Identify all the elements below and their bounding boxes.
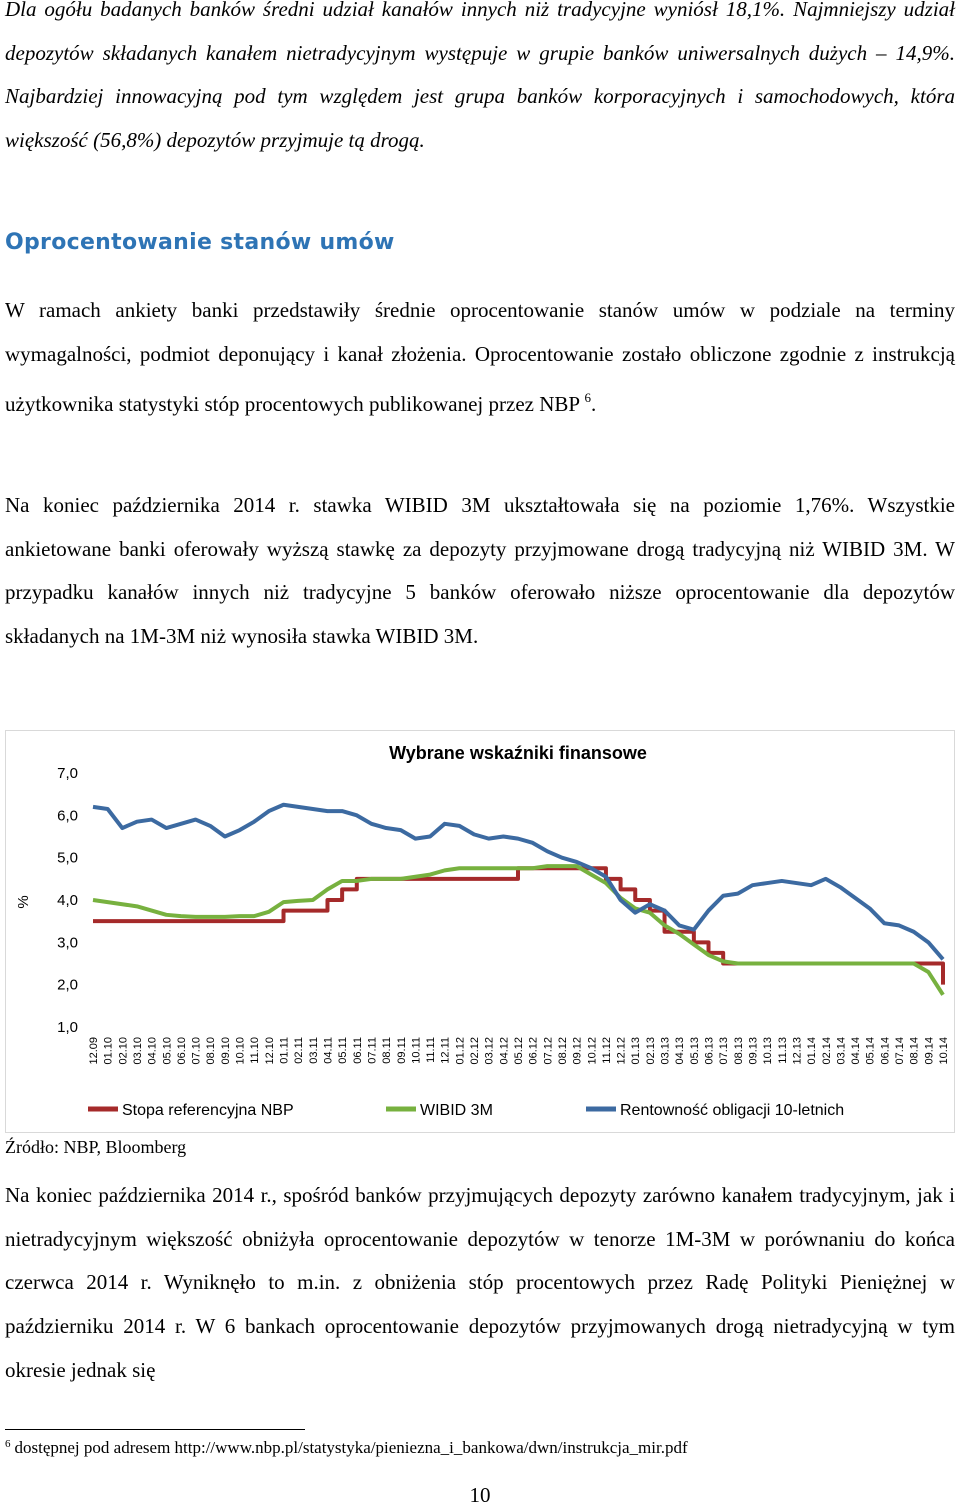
x-tick-label: 05.12 — [513, 1037, 525, 1065]
x-tick-label: 08.14 — [909, 1037, 921, 1065]
series-lines — [92, 802, 945, 996]
paragraph-survey-method-end: . — [591, 392, 597, 417]
y-axis-ticks: 7,0 6,0 5,0 4,0 3,0 2,0 1,0 — [57, 765, 78, 1036]
x-tick-label: 07.14 — [894, 1037, 906, 1065]
footnote-text[interactable]: dostępnej pod adresem http://www.nbp.pl/… — [14, 1438, 688, 1457]
x-tick-label: 06.10 — [176, 1037, 188, 1065]
paragraph-survey-method-text: W ramach ankiety banki przedstawiły śred… — [5, 298, 955, 417]
chart-legend: Stopa referencyjna NBP WIBID 3M Rentowność… — [88, 1102, 844, 1119]
financial-indicators-chart: Wybrane wskaźniki finansowe % 7,0 6,0 5,0 4… — [5, 730, 955, 1133]
x-tick-label: 06.12 — [528, 1037, 540, 1065]
x-tick-label: 01.12 — [454, 1037, 466, 1065]
x-tick-label: 08.12 — [557, 1037, 569, 1065]
x-tick-label: 10.12 — [586, 1037, 598, 1065]
x-tick-label: 04.12 — [498, 1037, 510, 1065]
chart-canvas: Wybrane wskaźniki finansowe % 7,0 6,0 5,0 4… — [15, 743, 950, 1119]
x-tick-label: 12.13 — [791, 1037, 803, 1065]
footnote: 6 dostępnej pod adresem http://www.nbp.pl… — [5, 1438, 688, 1458]
x-tick-label: 01.13 — [630, 1037, 642, 1065]
x-tick-label: 09.10 — [220, 1037, 232, 1065]
section-heading: Oprocentowanie stanów umów — [5, 230, 395, 255]
legend-label: Stopa referencyjna NBP — [122, 1102, 294, 1119]
x-tick-label: 10.10 — [235, 1037, 247, 1065]
x-tick-label: 07.10 — [191, 1037, 203, 1065]
page-number: 10 — [469, 1483, 491, 1507]
chart-source: Źródło: NBP, Bloomberg — [5, 1137, 187, 1157]
x-tick-label: 03.14 — [835, 1037, 847, 1065]
x-tick-label: 08.10 — [205, 1037, 217, 1065]
x-tick-label: 01.10 — [103, 1037, 115, 1065]
x-tick-label: 12.10 — [264, 1037, 276, 1065]
x-axis-ticks: 12.09 01.10 02.10 03.10 04.10 05.10 06.10 07.10… — [88, 1037, 950, 1065]
x-tick-label: 03.12 — [484, 1037, 496, 1065]
chart-title: Wybrane wskaźniki finansowe — [389, 743, 647, 763]
x-tick-label: 05.11 — [337, 1037, 349, 1064]
paragraph-channel-share: Dla ogółu badanych banków średni udział … — [5, 0, 955, 153]
x-tick-label: 02.14 — [821, 1037, 833, 1065]
x-tick-label: 07.11 — [366, 1037, 378, 1064]
x-tick-label: 02.12 — [469, 1037, 481, 1065]
y-tick-label: 5,0 — [57, 850, 78, 867]
x-tick-label: 09.12 — [572, 1037, 584, 1065]
paragraph-survey-method: W ramach ankiety banki przedstawiły śred… — [5, 289, 955, 427]
x-tick-label: 11.10 — [249, 1037, 261, 1064]
series-line-3 — [92, 802, 945, 961]
x-tick-label: 03.10 — [132, 1037, 144, 1065]
x-tick-label: 12.11 — [440, 1037, 452, 1064]
x-tick-label: 02.11 — [293, 1037, 305, 1064]
series-line-1 — [93, 866, 945, 985]
x-tick-label: 05.10 — [161, 1037, 173, 1065]
x-tick-label: 06.13 — [704, 1037, 716, 1065]
x-tick-label: 12.09 — [88, 1037, 100, 1065]
footnote-separator — [5, 1429, 305, 1430]
x-tick-label: 04.10 — [147, 1037, 159, 1065]
x-tick-label: 11.12 — [601, 1037, 613, 1064]
x-tick-label: 03.13 — [660, 1037, 672, 1065]
x-tick-label: 11.11 — [425, 1037, 437, 1063]
y-tick-label: 4,0 — [57, 892, 78, 909]
x-tick-label: 11.13 — [777, 1037, 789, 1064]
x-tick-label: 12.12 — [616, 1037, 628, 1065]
x-tick-label: 10.11 — [410, 1037, 422, 1064]
x-tick-label: 06.14 — [879, 1037, 891, 1065]
x-tick-label: 04.14 — [850, 1037, 862, 1065]
x-tick-label: 02.13 — [645, 1037, 657, 1065]
y-tick-label: 1,0 — [57, 1019, 78, 1036]
x-tick-label: 05.14 — [865, 1037, 877, 1065]
x-tick-label: 08.13 — [733, 1037, 745, 1065]
y-axis-label: % — [15, 895, 32, 908]
legend-label: WIBID 3M — [420, 1102, 493, 1119]
x-tick-label: 04.13 — [674, 1037, 686, 1065]
footnote-number: 6 — [5, 1438, 11, 1450]
y-tick-label: 6,0 — [57, 807, 78, 824]
series-line-2 — [92, 864, 945, 996]
paragraph-october-rates: Na koniec października 2014 r., spośród … — [5, 1183, 955, 1382]
x-tick-label: 06.11 — [352, 1037, 364, 1064]
x-tick-label: 09.11 — [396, 1037, 408, 1064]
x-tick-label: 01.14 — [806, 1037, 818, 1065]
y-tick-label: 2,0 — [57, 977, 78, 994]
x-tick-label: 03.11 — [308, 1037, 320, 1064]
legend-label: Rentowność obligacji 10-letnich — [620, 1102, 844, 1119]
y-tick-label: 7,0 — [57, 765, 78, 782]
x-tick-label: 09.13 — [747, 1037, 759, 1065]
x-tick-label: 10.14 — [938, 1037, 950, 1065]
x-tick-label: 07.12 — [542, 1037, 554, 1065]
paragraph-wibid: Na koniec października 2014 r. stawka WI… — [5, 493, 955, 649]
x-tick-label: 09.14 — [923, 1037, 935, 1065]
x-tick-label: 02.10 — [117, 1037, 129, 1065]
y-tick-label: 3,0 — [57, 934, 78, 951]
x-tick-label: 10.13 — [762, 1037, 774, 1065]
x-tick-label: 07.13 — [718, 1037, 730, 1065]
footnote-reference[interactable]: 6 — [584, 390, 592, 406]
x-tick-label: 05.13 — [689, 1037, 701, 1065]
x-tick-label: 01.11 — [279, 1037, 291, 1064]
x-tick-label: 04.11 — [322, 1037, 334, 1064]
x-tick-label: 08.11 — [381, 1037, 393, 1064]
